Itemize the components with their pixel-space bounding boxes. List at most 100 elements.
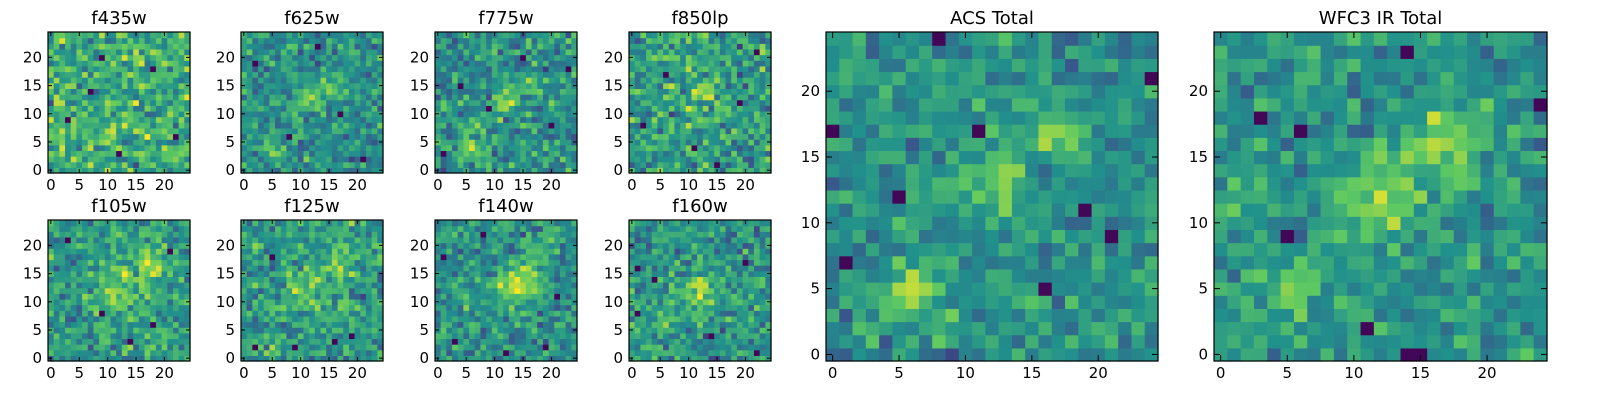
heatmap-cell — [155, 265, 163, 272]
heatmap-cell — [674, 310, 681, 317]
heatmap-cell — [542, 133, 550, 140]
heatmap-cell — [742, 77, 749, 84]
heatmap-cell — [531, 156, 538, 163]
heatmap-cell — [76, 298, 83, 306]
heatmap-cell — [491, 236, 499, 244]
heatmap-cell — [82, 156, 89, 163]
heatmap-cell — [435, 231, 442, 238]
heatmap-cell — [469, 37, 476, 44]
heatmap-cell — [463, 161, 470, 168]
heatmap-cell — [161, 37, 168, 44]
heatmap-cell — [736, 77, 744, 84]
heatmap-cell — [275, 32, 282, 39]
heatmap-cell — [104, 253, 112, 261]
heatmap-cell — [542, 139, 550, 146]
heatmap-cell — [702, 133, 710, 140]
x-tick-label: 0 — [433, 176, 443, 194]
heatmap-cell — [286, 310, 293, 317]
heatmap-cell — [252, 156, 259, 163]
heatmap-cell — [320, 327, 327, 334]
heatmap-cell — [309, 344, 316, 351]
heatmap-cell — [463, 54, 470, 61]
heatmap-cell — [469, 133, 476, 140]
heatmap-cell — [280, 133, 288, 140]
heatmap-cell — [246, 167, 253, 174]
heatmap-cell — [548, 327, 555, 334]
heatmap-cell — [463, 144, 470, 152]
heatmap-cell — [565, 32, 572, 39]
heatmap-cell — [297, 265, 305, 272]
heatmap-cell — [365, 43, 373, 50]
heatmap-cell — [280, 293, 288, 300]
heatmap-cell — [87, 54, 95, 61]
heatmap-cell — [297, 122, 305, 129]
heatmap-cell — [685, 65, 693, 73]
heatmap-cell — [508, 161, 516, 168]
heatmap-cell — [343, 105, 350, 112]
heatmap-cell — [241, 48, 248, 56]
heatmap-cell — [331, 77, 339, 84]
heatmap-cell — [440, 99, 447, 106]
heatmap-cell — [452, 105, 459, 112]
heatmap-cell — [748, 88, 755, 95]
heatmap-cell — [138, 133, 146, 140]
heatmap-cell — [76, 139, 83, 146]
axes-frame — [47, 31, 191, 174]
heatmap-cell — [116, 338, 123, 345]
heatmap-cell — [702, 161, 710, 168]
heatmap-cell — [565, 94, 572, 101]
heatmap-cell — [731, 338, 738, 345]
heatmap-cell — [486, 293, 493, 300]
heatmap-cell — [463, 77, 470, 84]
heatmap-cell — [542, 65, 550, 73]
heatmap-cell — [99, 122, 106, 129]
heatmap-cell — [155, 231, 163, 238]
heatmap-cell — [731, 122, 738, 129]
heatmap-cell — [82, 349, 89, 356]
heatmap-cell — [314, 167, 322, 174]
heatmap-cell — [440, 304, 447, 311]
heatmap-cell — [469, 139, 476, 146]
heatmap-cell — [82, 88, 89, 95]
heatmap-cell — [263, 60, 270, 67]
y-tick-label: 10 — [410, 293, 429, 311]
heatmap-cell — [292, 167, 299, 174]
heatmap-cell — [127, 282, 134, 289]
heatmap-cell — [59, 236, 66, 244]
heatmap-cell — [161, 315, 168, 323]
heatmap-cell — [668, 88, 676, 95]
heatmap-cell — [463, 231, 470, 238]
heatmap-cell — [491, 116, 499, 123]
heatmap-cell — [503, 88, 510, 95]
heatmap-cell — [297, 332, 305, 340]
heatmap-cell — [736, 60, 744, 67]
heatmap-cell — [87, 236, 95, 244]
heatmap-cell — [65, 327, 72, 334]
heatmap-cell — [736, 156, 744, 163]
heatmap-cell — [343, 144, 350, 152]
heatmap-cell — [263, 304, 270, 311]
x-tick-label: 0 — [46, 176, 56, 194]
heatmap-cell — [646, 321, 653, 328]
heatmap-cell — [280, 105, 288, 112]
heatmap-cell — [292, 338, 299, 345]
heatmap-cell — [144, 32, 151, 39]
heatmap-cell — [719, 338, 727, 345]
x-tick-label: 10 — [98, 364, 117, 382]
heatmap-cell — [640, 116, 647, 123]
heatmap-cell — [144, 105, 151, 112]
heatmap-cell — [371, 110, 378, 118]
heatmap-cell — [93, 105, 100, 112]
x-tick-label: 15 — [126, 176, 145, 194]
heatmap-cell — [480, 99, 487, 106]
heatmap-cell — [377, 293, 384, 300]
heatmap-cell — [646, 99, 653, 106]
heatmap-cell — [246, 293, 253, 300]
heatmap-cell — [559, 304, 567, 311]
heatmap-cell — [65, 270, 72, 277]
heatmap-cell — [691, 282, 698, 289]
heatmap-cell — [554, 338, 561, 345]
heatmap-cell — [674, 276, 681, 283]
heatmap-cell — [435, 88, 442, 95]
heatmap-cell — [377, 321, 384, 328]
